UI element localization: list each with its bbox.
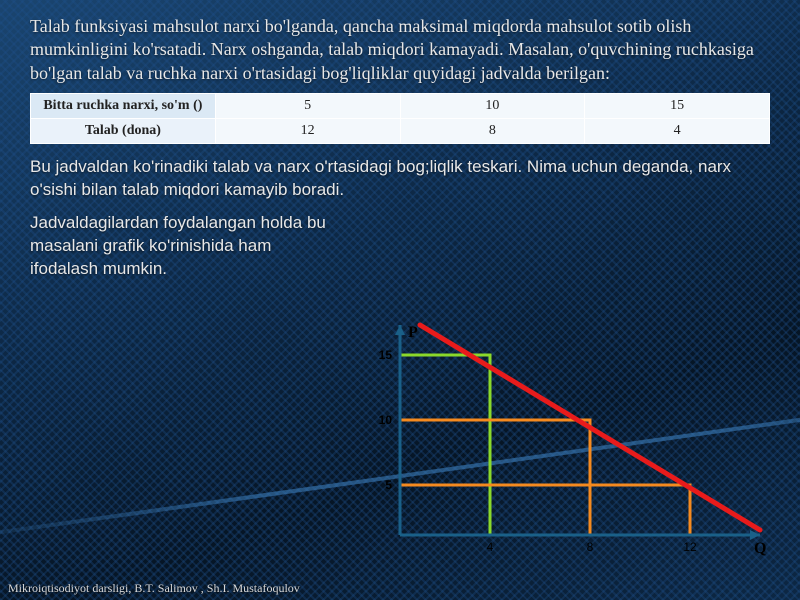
svg-text:10: 10 <box>379 413 393 427</box>
svg-text:P: P <box>408 324 418 341</box>
svg-text:5: 5 <box>385 478 392 492</box>
demand-cell: 4 <box>585 119 770 144</box>
svg-text:8: 8 <box>587 540 594 554</box>
chart-intro-paragraph: Jadvaldagilardan foydalangan holda bu ma… <box>30 212 340 281</box>
footer-citation: Mikroiqtisodiyot darsligi, B.T. Salimov … <box>8 581 300 596</box>
demand-cell: 12 <box>215 119 400 144</box>
price-cell: 10 <box>400 94 585 119</box>
price-cell: 15 <box>585 94 770 119</box>
svg-text:Q: Q <box>754 540 766 557</box>
slide-content: Talab funksiyasi mahsulot narxi bo'lgand… <box>30 15 770 281</box>
table-header-label: Bitta ruchka narxi, so'm () <box>31 94 216 119</box>
demand-chart: P Q 4 8 12 5 10 15 <box>360 310 780 570</box>
svg-text:12: 12 <box>683 540 697 554</box>
price-cell: 5 <box>215 94 400 119</box>
svg-text:4: 4 <box>487 540 494 554</box>
table-row2-label: Talab (dona) <box>31 119 216 144</box>
demand-cell: 8 <box>400 119 585 144</box>
intro-paragraph: Talab funksiyasi mahsulot narxi bo'lgand… <box>30 15 770 85</box>
demand-table: Bitta ruchka narxi, so'm () 5 10 15 Tala… <box>30 93 770 144</box>
svg-text:15: 15 <box>379 348 393 362</box>
explanation-paragraph: Bu jadvaldan ko'rinadiki talab va narx o… <box>30 156 770 202</box>
